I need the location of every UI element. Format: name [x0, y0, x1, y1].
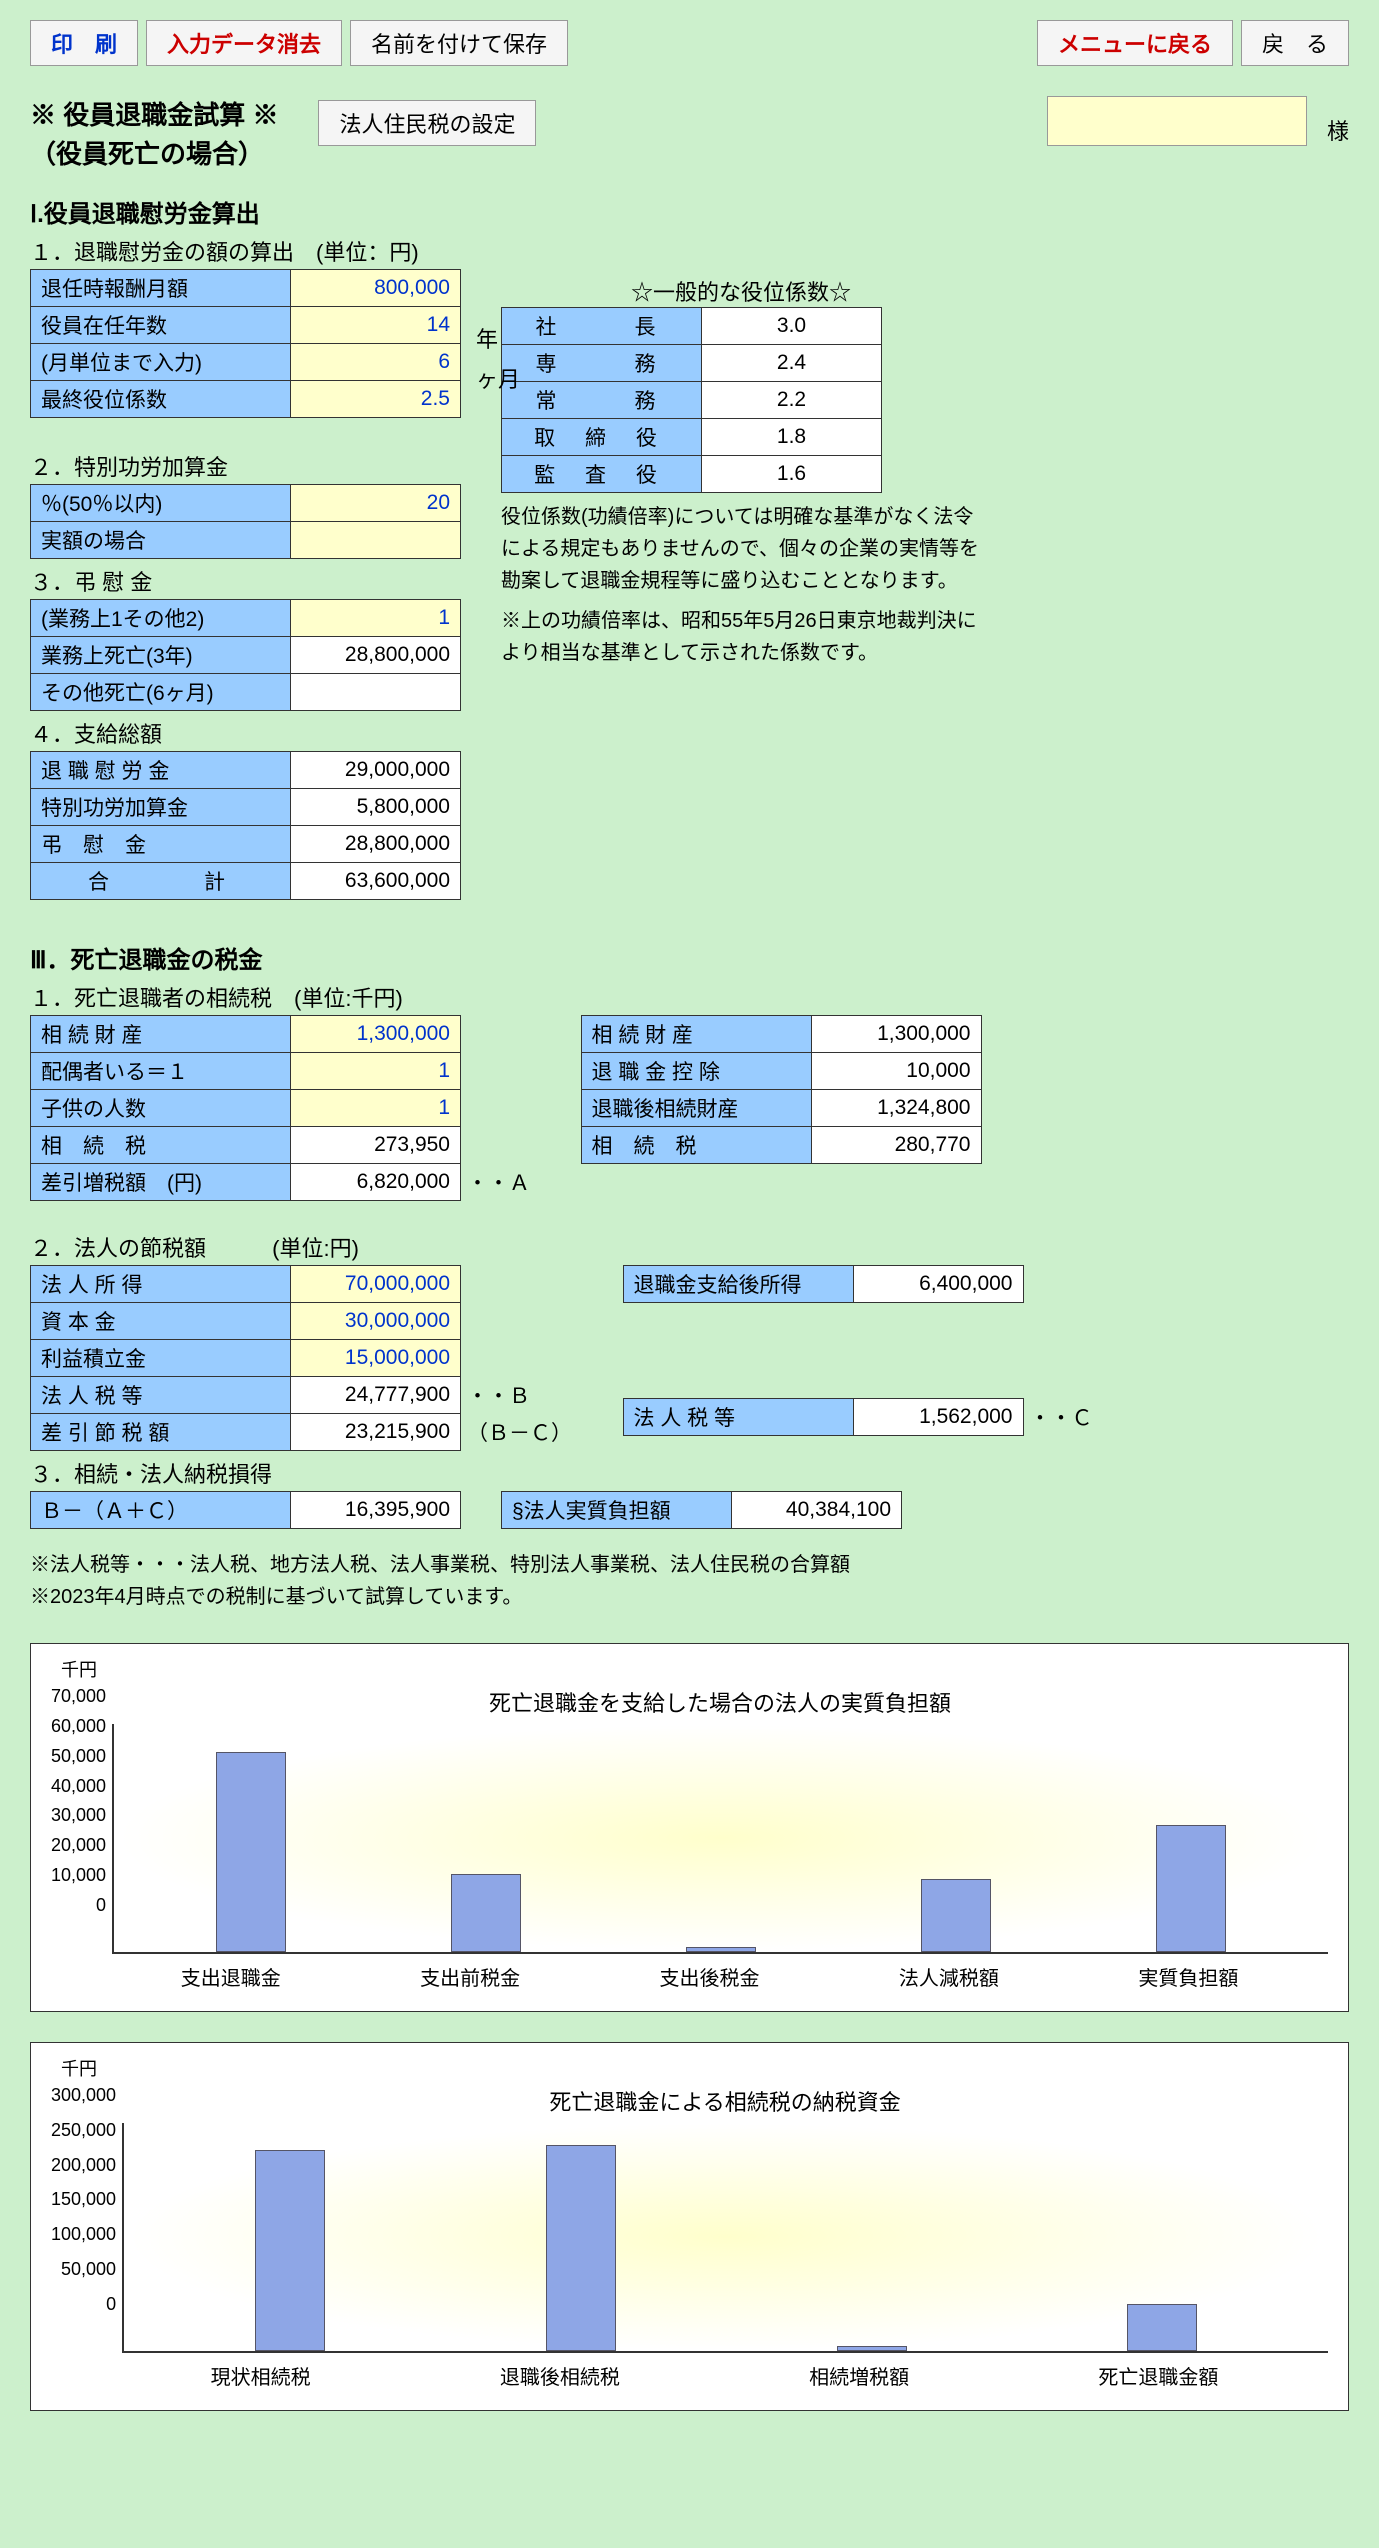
chart-bar — [1156, 1825, 1226, 1952]
coef-head: ☆一般的な役位係数☆ — [501, 275, 981, 307]
corp-right: 退職金支給後所得6,400,000法 人 税 等1,562,000・・Ｃ — [623, 1265, 1104, 1436]
section1-sub1: １．退職慰労金の額の算出 (単位：円) — [30, 235, 1349, 267]
chart-bar — [1127, 2304, 1197, 2351]
calc-table-3: (業務上1その他2)1 業務上死亡(3年)28,800,000 その他死亡(6ヶ… — [30, 599, 461, 711]
chart-bar — [837, 2346, 907, 2351]
menu-button[interactable]: メニューに戻る — [1037, 20, 1233, 66]
clear-button[interactable]: 入力データ消去 — [146, 20, 342, 66]
save-as-button[interactable]: 名前を付けて保存 — [350, 20, 568, 66]
corp-left: 法 人 所 得70,000,000資 本 金30,000,000利益積立金15,… — [30, 1265, 583, 1451]
tax-settings-button[interactable]: 法人住民税の設定 — [318, 100, 536, 146]
calc-table-2: ％(50％以内)20 実額の場合 — [30, 484, 461, 559]
calc-table-4: 退 職 慰 労 金29,000,000 特別功労加算金5,800,000 弔 慰… — [30, 751, 461, 900]
amount-input[interactable] — [291, 522, 461, 559]
coef-table: 社 長3.0専 務2.4常 務2.2取 締 役1.8監 査 役1.6 — [501, 307, 882, 493]
back-button[interactable]: 戻 る — [1241, 20, 1349, 66]
death-type-input[interactable]: 1 — [291, 600, 461, 637]
sec3sub3-head: ３．相続・法人納税損得 — [30, 1457, 1349, 1489]
percent-input[interactable]: 20 — [291, 485, 461, 522]
chart2: 千円 300,000250,000200,000150,000100,00050… — [30, 2042, 1349, 2411]
chart1: 千円 70,00060,00050,00040,00030,00020,0001… — [30, 1643, 1349, 2012]
coef-input[interactable]: 2.5 — [291, 381, 461, 418]
page-title: ※ 役員退職金試算 ※ （役員死亡の場合） — [30, 96, 278, 174]
section2-head: ２．特別功労加算金 — [30, 450, 461, 482]
result-right: §法人実質負担額40,384,100 — [501, 1491, 902, 1529]
coef-note2: ※上の功績倍率は、昭和55年5月26日東京地裁判決により相当な基準として示された… — [501, 605, 981, 669]
name-input[interactable] — [1047, 96, 1307, 146]
chart-bar — [216, 1752, 286, 1952]
section3main-head: Ⅲ．死亡退職金の税金 — [30, 940, 1349, 975]
section4-head: ４．支給総額 — [30, 717, 461, 749]
result-left: Ｂ－（Ａ＋Ｃ）16,395,900 — [30, 1491, 461, 1529]
inheritance-left: 相 続 財 産1,300,000配偶者いる＝１1子供の人数1相 続 税273,9… — [30, 1015, 541, 1201]
sama-label: 様 — [1327, 114, 1349, 146]
toolbar: 印 刷 入力データ消去 名前を付けて保存 メニューに戻る 戻 る — [30, 20, 1349, 66]
section1-head: Ⅰ.役員退職慰労金算出 — [30, 194, 1349, 229]
section3-head: ３．弔 慰 金 — [30, 565, 461, 597]
years-input[interactable]: 14 — [291, 307, 461, 344]
section3main-sub1: １．死亡退職者の相続税 (単位:千円) — [30, 981, 1349, 1013]
chart-bar — [686, 1947, 756, 1952]
calc-table-1: 退任時報酬月額800,000 役員在任年数14 (月単位まで入力)6 最終役位係… — [30, 269, 461, 418]
sec3sub2-head: ２．法人の節税額 — [30, 1236, 206, 1261]
chart-bar — [921, 1879, 991, 1952]
monthly-pay-input[interactable]: 800,000 — [291, 270, 461, 307]
coef-note1: 役位係数(功績倍率)については明確な基準がなく法令による規定もありませんので、個… — [501, 501, 981, 597]
chart-bar — [255, 2150, 325, 2351]
chart-bar — [451, 1874, 521, 1952]
months-input[interactable]: 6 — [291, 344, 461, 381]
print-button[interactable]: 印 刷 — [30, 20, 138, 66]
inheritance-right: 相 続 財 産1,300,000退 職 金 控 除10,000退職後相続財産1,… — [581, 1015, 982, 1164]
chart-bar — [546, 2145, 616, 2351]
disclaimer: ※法人税等・・・法人税、地方法人税、法人事業税、特別法人事業税、法人住民税の合算… — [30, 1549, 1349, 1613]
